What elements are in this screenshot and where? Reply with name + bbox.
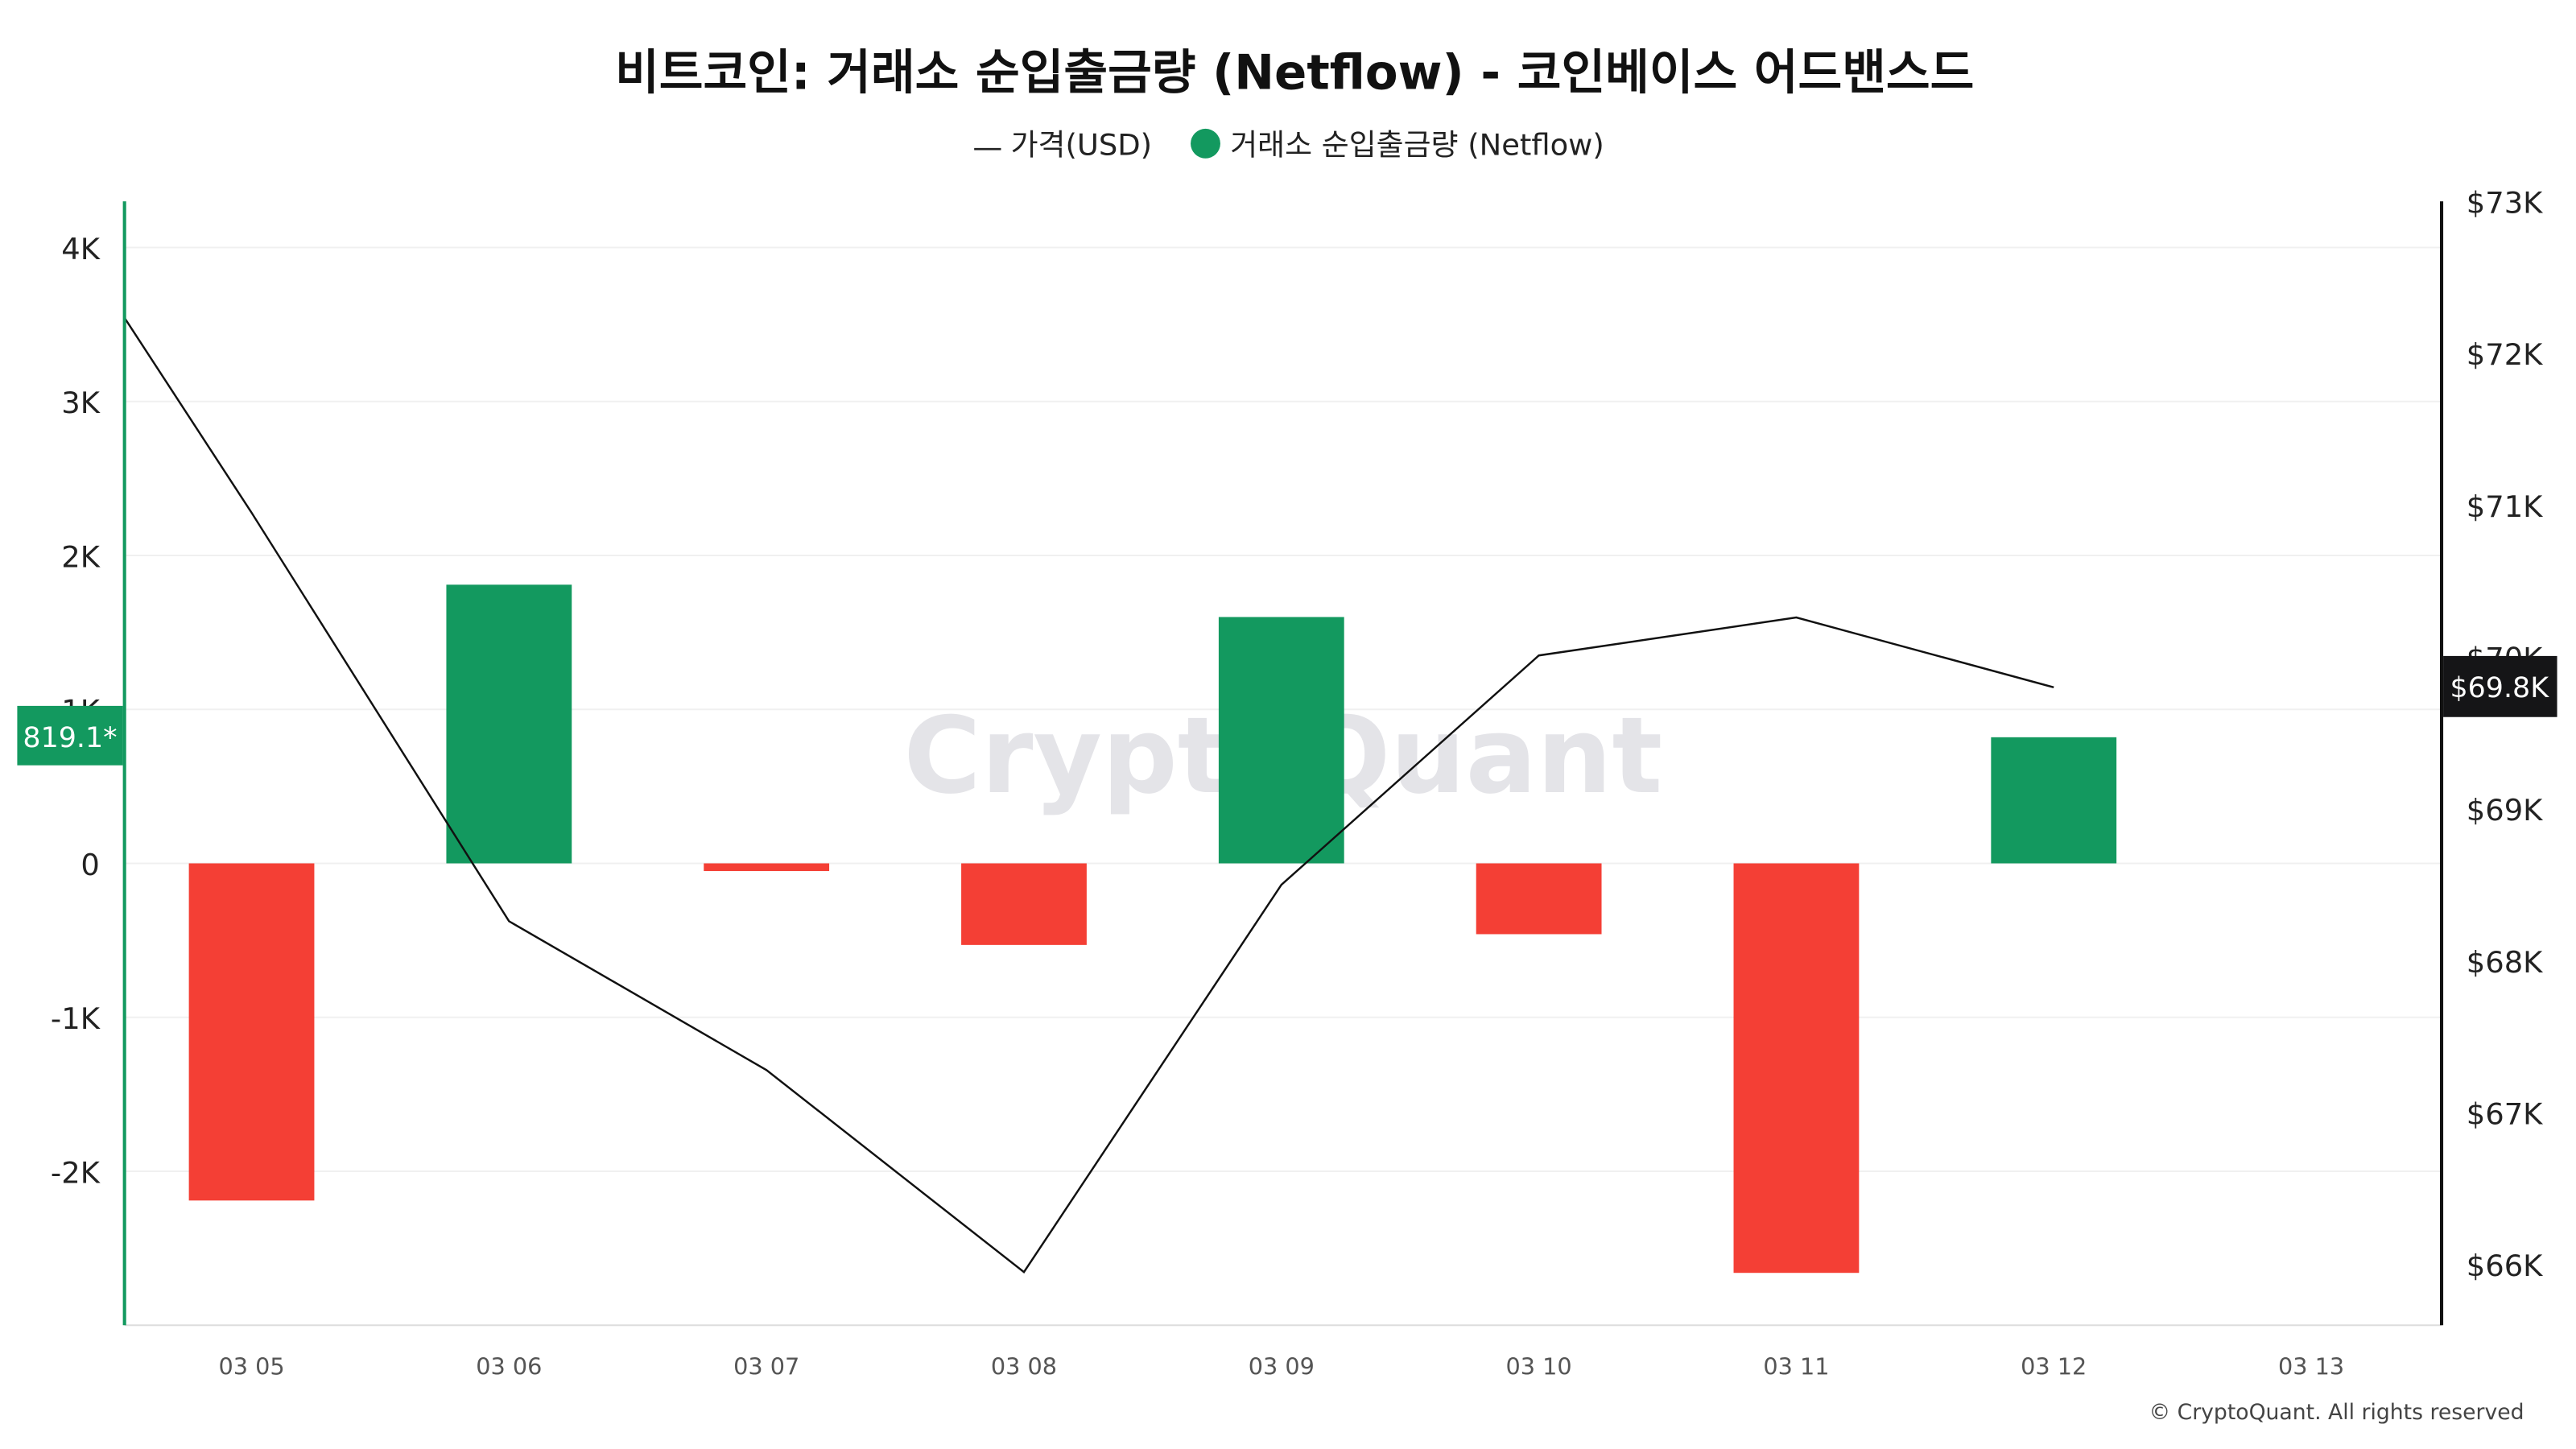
- left-tick-label: 3K: [61, 386, 100, 420]
- x-tick-label: 03 05: [218, 1353, 284, 1381]
- right-tick-label: $72K: [2467, 337, 2543, 372]
- right-tick-label: $67K: [2467, 1096, 2543, 1131]
- netflow-bar[interactable]: [446, 584, 572, 864]
- left-tick-label: 4K: [61, 232, 100, 266]
- netflow-bar[interactable]: [188, 863, 315, 1201]
- x-tick-label: 03 07: [733, 1353, 799, 1381]
- right-tick-label: $66K: [2467, 1249, 2543, 1283]
- x-tick-label: 03 08: [991, 1353, 1057, 1381]
- left-tick-label: -1K: [51, 1001, 101, 1036]
- legend-price-symbol: —: [972, 130, 1002, 164]
- left-tick-label: 0: [80, 848, 99, 882]
- right-tick-label: $73K: [2467, 185, 2543, 220]
- netflow-bar[interactable]: [1476, 863, 1602, 935]
- netflow-bar[interactable]: [1991, 737, 2117, 864]
- x-tick-label: 03 09: [1249, 1353, 1315, 1381]
- footer-copyright: © CryptoQuant. All rights reserved: [2149, 1400, 2524, 1425]
- right-tick-label: $69K: [2467, 793, 2543, 828]
- x-tick-label: 03 10: [1506, 1353, 1572, 1381]
- x-tick-label: 03 11: [1763, 1353, 1829, 1381]
- right-tick-label: $68K: [2467, 945, 2543, 980]
- left-tick-label: -2K: [51, 1155, 101, 1190]
- x-tick-label: 03 06: [476, 1353, 542, 1381]
- right-tick-label: $71K: [2467, 489, 2543, 524]
- chart-title: 비트코인: 거래소 순입출금량 (Netflow) - 코인베이스 어드밴스드: [615, 46, 1974, 101]
- left-value-tooltip: 819.1*: [23, 722, 117, 754]
- price-line: [124, 316, 2054, 1274]
- right-value-tooltip: $69.8K: [2450, 672, 2549, 704]
- netflow-bar[interactable]: [961, 863, 1087, 945]
- right-value-tooltip-bg: [2443, 655, 2557, 717]
- legend-netflow-label[interactable]: 거래소 순입출금량 (Netflow): [1230, 128, 1604, 163]
- legend-netflow-dot: [1191, 128, 1220, 159]
- netflow-bar[interactable]: [1733, 863, 1860, 1274]
- legend-price-label[interactable]: 가격(USD): [1011, 128, 1153, 163]
- netflow-bar[interactable]: [1218, 617, 1344, 864]
- netflow-bar[interactable]: [704, 863, 830, 872]
- x-tick-label: 03 12: [2021, 1353, 2087, 1381]
- left-tick-label: 2K: [61, 539, 100, 574]
- legend[interactable]: — 가격(USD) 거래소 순입출금량 (Netflow): [972, 128, 1604, 164]
- left-value-tooltip-bg: [17, 705, 123, 766]
- x-tick-label: 03 13: [2278, 1353, 2344, 1381]
